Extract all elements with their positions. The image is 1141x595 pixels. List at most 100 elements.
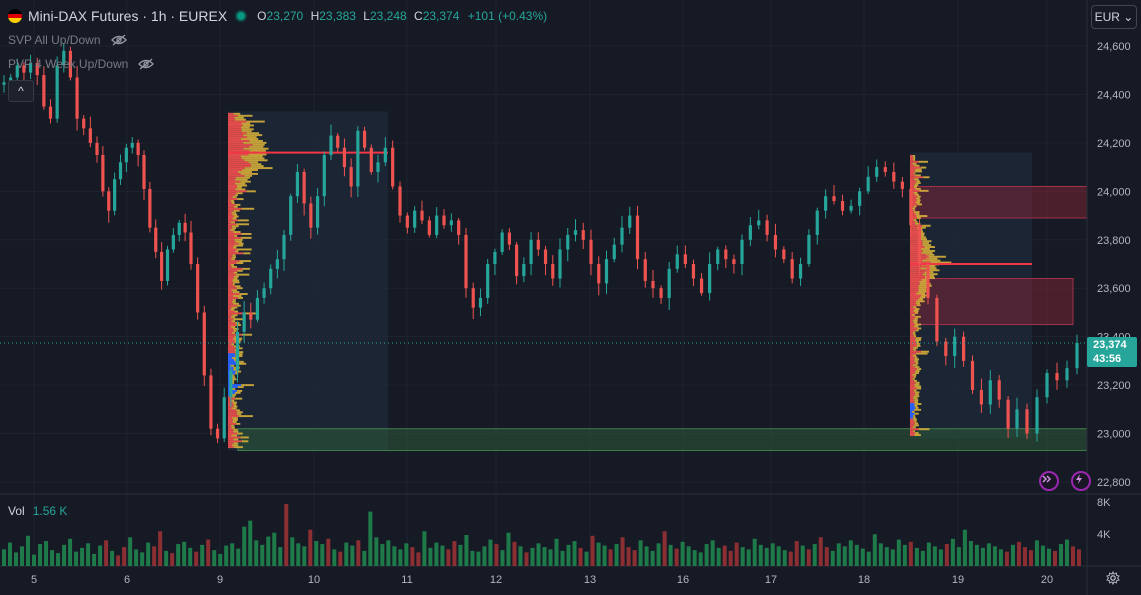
profile-bar-down bbox=[228, 219, 238, 222]
profile-bar-up bbox=[926, 257, 938, 260]
profile-bar-up bbox=[233, 209, 240, 212]
candle-up bbox=[295, 171, 300, 197]
volume-bar bbox=[410, 547, 415, 566]
profile-bar-up bbox=[241, 236, 252, 239]
volume-bar bbox=[1004, 551, 1009, 566]
candle-up bbox=[815, 210, 819, 235]
profile-bar-up bbox=[230, 364, 235, 367]
profile-bar-down bbox=[910, 393, 916, 396]
profile-bar-up bbox=[231, 343, 235, 346]
profile-bar-down bbox=[228, 139, 250, 142]
volume-bar bbox=[800, 545, 805, 566]
profile-bar-down bbox=[228, 267, 243, 270]
profile-bar-up bbox=[232, 227, 237, 230]
profile-bar-down bbox=[228, 170, 238, 173]
profile-bar-down bbox=[228, 329, 234, 332]
profile-bar-down bbox=[228, 232, 242, 235]
indicator-pvp-label: PVP 4 Week Up/Down bbox=[8, 57, 129, 71]
profile-bar-up bbox=[915, 193, 919, 196]
profile-bar-down bbox=[228, 318, 234, 321]
profile-bar-down bbox=[910, 414, 914, 417]
profile-bar-up bbox=[918, 286, 929, 289]
volume-bar bbox=[524, 552, 529, 566]
candle-up bbox=[798, 264, 803, 279]
profile-bar-down bbox=[228, 351, 236, 354]
profile-bar-up bbox=[916, 180, 920, 183]
profile-bar-down bbox=[910, 350, 922, 353]
profile-bar-down bbox=[910, 412, 915, 415]
collapse-legend-button[interactable]: ^ bbox=[8, 80, 34, 102]
profile-bar-down bbox=[228, 277, 234, 280]
volume-legend[interactable]: Vol 1.56 K bbox=[8, 504, 67, 518]
volume-bar bbox=[932, 546, 937, 566]
volume-bar bbox=[956, 547, 961, 566]
profile-bar-down bbox=[228, 355, 236, 358]
profile-bar-up bbox=[924, 277, 935, 280]
profile-bar-down bbox=[228, 262, 237, 264]
profile-bar-down bbox=[910, 373, 913, 376]
profile-bar-up bbox=[232, 295, 242, 297]
volume-bar bbox=[470, 550, 475, 566]
profile-bar-down bbox=[910, 329, 916, 332]
candle-down bbox=[1055, 373, 1059, 381]
settings-button[interactable] bbox=[1106, 571, 1126, 591]
profile-bar-up bbox=[915, 201, 920, 204]
profile-bar-up bbox=[915, 213, 920, 216]
profile-bar-up bbox=[231, 331, 236, 334]
candle-up bbox=[242, 312, 246, 332]
time-axis-label: 18 bbox=[858, 574, 870, 586]
scroll-to-realtime-button[interactable] bbox=[1039, 471, 1059, 491]
profile-bar-down bbox=[910, 416, 913, 419]
volume-bar bbox=[224, 545, 229, 566]
profile-bar-down bbox=[910, 158, 914, 161]
profile-bar-up bbox=[233, 442, 238, 445]
market-status-icon[interactable] bbox=[237, 12, 246, 20]
candle-down bbox=[1006, 399, 1010, 429]
profile-bar-up bbox=[241, 207, 255, 210]
profile-bar-up bbox=[233, 430, 239, 433]
volume-bar bbox=[878, 543, 883, 566]
profile-bar-down bbox=[228, 225, 232, 228]
symbol-title[interactable]: Mini-DAX Futures · 1h · EUREX bbox=[28, 8, 228, 24]
profile-bar-up bbox=[914, 422, 919, 425]
volume-bar bbox=[146, 542, 151, 566]
profile-bar-up bbox=[916, 342, 920, 345]
profile-bar-down bbox=[228, 242, 239, 245]
volume-bar bbox=[770, 543, 775, 566]
indicator-svp[interactable]: SVP All Up/Down bbox=[8, 33, 127, 47]
profile-bar-up bbox=[915, 339, 921, 342]
eye-hidden-icon[interactable] bbox=[110, 34, 127, 46]
profile-bar-up bbox=[246, 190, 256, 193]
currency-select[interactable]: EUR ⌄ bbox=[1091, 5, 1137, 29]
profile-bar-down bbox=[910, 238, 919, 241]
candle-down bbox=[398, 186, 402, 216]
profile-bar-down bbox=[910, 335, 914, 338]
flash-button[interactable] bbox=[1071, 471, 1091, 491]
profile-bar-down bbox=[910, 166, 921, 169]
profile-bar-up bbox=[922, 240, 932, 243]
profile-bar-down bbox=[910, 410, 912, 413]
candle-down bbox=[515, 244, 519, 277]
profile-bar-up bbox=[231, 211, 237, 214]
profile-bar-down bbox=[228, 428, 234, 431]
profile-bar-up bbox=[237, 269, 243, 272]
profile-bar-up bbox=[240, 436, 249, 439]
profile-bar-down bbox=[228, 420, 233, 423]
indicator-pvp[interactable]: PVP 4 Week Up/Down bbox=[8, 57, 155, 71]
time-axis-label: 9 bbox=[217, 574, 223, 586]
profile-bar-down bbox=[910, 403, 915, 405]
profile-bar-down bbox=[910, 232, 920, 235]
eye-hidden-icon[interactable] bbox=[138, 58, 155, 70]
profile-bar-up bbox=[232, 401, 238, 404]
volume-bar bbox=[968, 541, 973, 566]
profile-bar-up bbox=[914, 420, 917, 423]
volume-bar bbox=[1070, 546, 1075, 566]
profile-bar-up bbox=[915, 323, 922, 326]
profile-bar-down bbox=[910, 292, 917, 295]
volume-bar bbox=[650, 550, 655, 566]
volume-bar bbox=[512, 541, 517, 566]
volume-bar bbox=[290, 537, 295, 566]
volume-bar bbox=[974, 544, 979, 566]
volume-bar bbox=[452, 541, 457, 566]
